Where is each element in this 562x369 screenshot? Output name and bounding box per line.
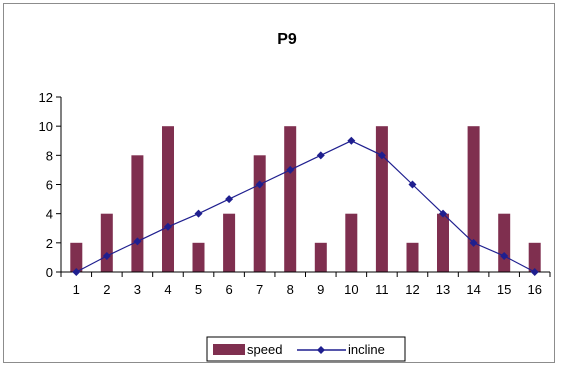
incline-point [316,151,325,160]
legend-marker-incline [317,346,325,354]
speed-bar [406,242,419,272]
incline-point [72,268,81,276]
x-tick-label: 11 [375,282,389,297]
speed-bar [223,213,236,272]
speed-bar [284,126,297,272]
speed-bar [100,213,113,272]
x-tick-label: 13 [436,282,450,297]
speed-bar [192,242,205,272]
x-tick-label: 4 [164,282,171,297]
x-tick-label: 6 [225,282,232,297]
speed-bar [498,213,511,272]
legend-swatch-speed [213,344,245,355]
incline-line [72,136,539,276]
x-tick-label: 12 [405,282,419,297]
x-tick-label: 15 [497,282,511,297]
speed-bar [437,213,449,272]
x-tick-label: 16 [527,282,541,297]
x-tick-label: 2 [103,282,110,297]
incline-point [133,237,142,246]
speed-bar [528,242,541,272]
x-tick-label: 1 [73,282,80,297]
y-tick-label: 6 [46,178,53,193]
incline-point [439,209,448,218]
x-tick-label: 10 [344,282,358,297]
speed-bar [467,126,480,272]
speed-bars [70,126,541,272]
y-tick-label: 4 [46,207,53,222]
speed-bar [345,213,358,272]
y-tick-label: 8 [46,148,53,163]
x-tick-label: 8 [287,282,294,297]
y-tick-label: 2 [46,236,53,251]
incline-point [500,251,509,260]
speed-bar [162,126,174,272]
speed-bar [253,155,266,272]
y-tick-label: 10 [39,119,53,134]
legend-label-speed: speed [247,342,282,357]
incline-point [408,180,417,189]
x-tick-label: 5 [195,282,202,297]
legend-label-incline: incline [348,342,385,357]
incline-point [286,165,295,174]
chart-frame: P9 0 2 4 6 8 10 12 1 2 3 4 5 6 7 8 9 10 11 12 13 14 15 16 spee… [3,3,555,363]
incline-point [225,195,234,204]
incline-point [102,251,111,260]
x-tick-label: 7 [256,282,263,297]
incline-point [255,180,264,189]
incline-point [377,151,386,160]
speed-bar [70,242,83,272]
speed-bar [131,155,144,272]
chart-title: P9 [277,31,297,48]
incline-series-line [76,140,535,273]
incline-point [469,238,478,247]
y-tick-label: 0 [46,265,53,280]
x-tick-label: 14 [466,282,480,297]
legend: speed incline [206,336,406,362]
incline-point [530,268,539,276]
y-tick-label: 12 [39,90,53,105]
incline-point [194,209,203,218]
incline-point [163,222,172,231]
speed-bar [314,242,327,272]
x-tick-label: 9 [317,282,324,297]
incline-point [347,136,356,145]
x-tick-label: 3 [134,282,141,297]
axes [56,96,551,277]
speed-bar [375,126,388,272]
